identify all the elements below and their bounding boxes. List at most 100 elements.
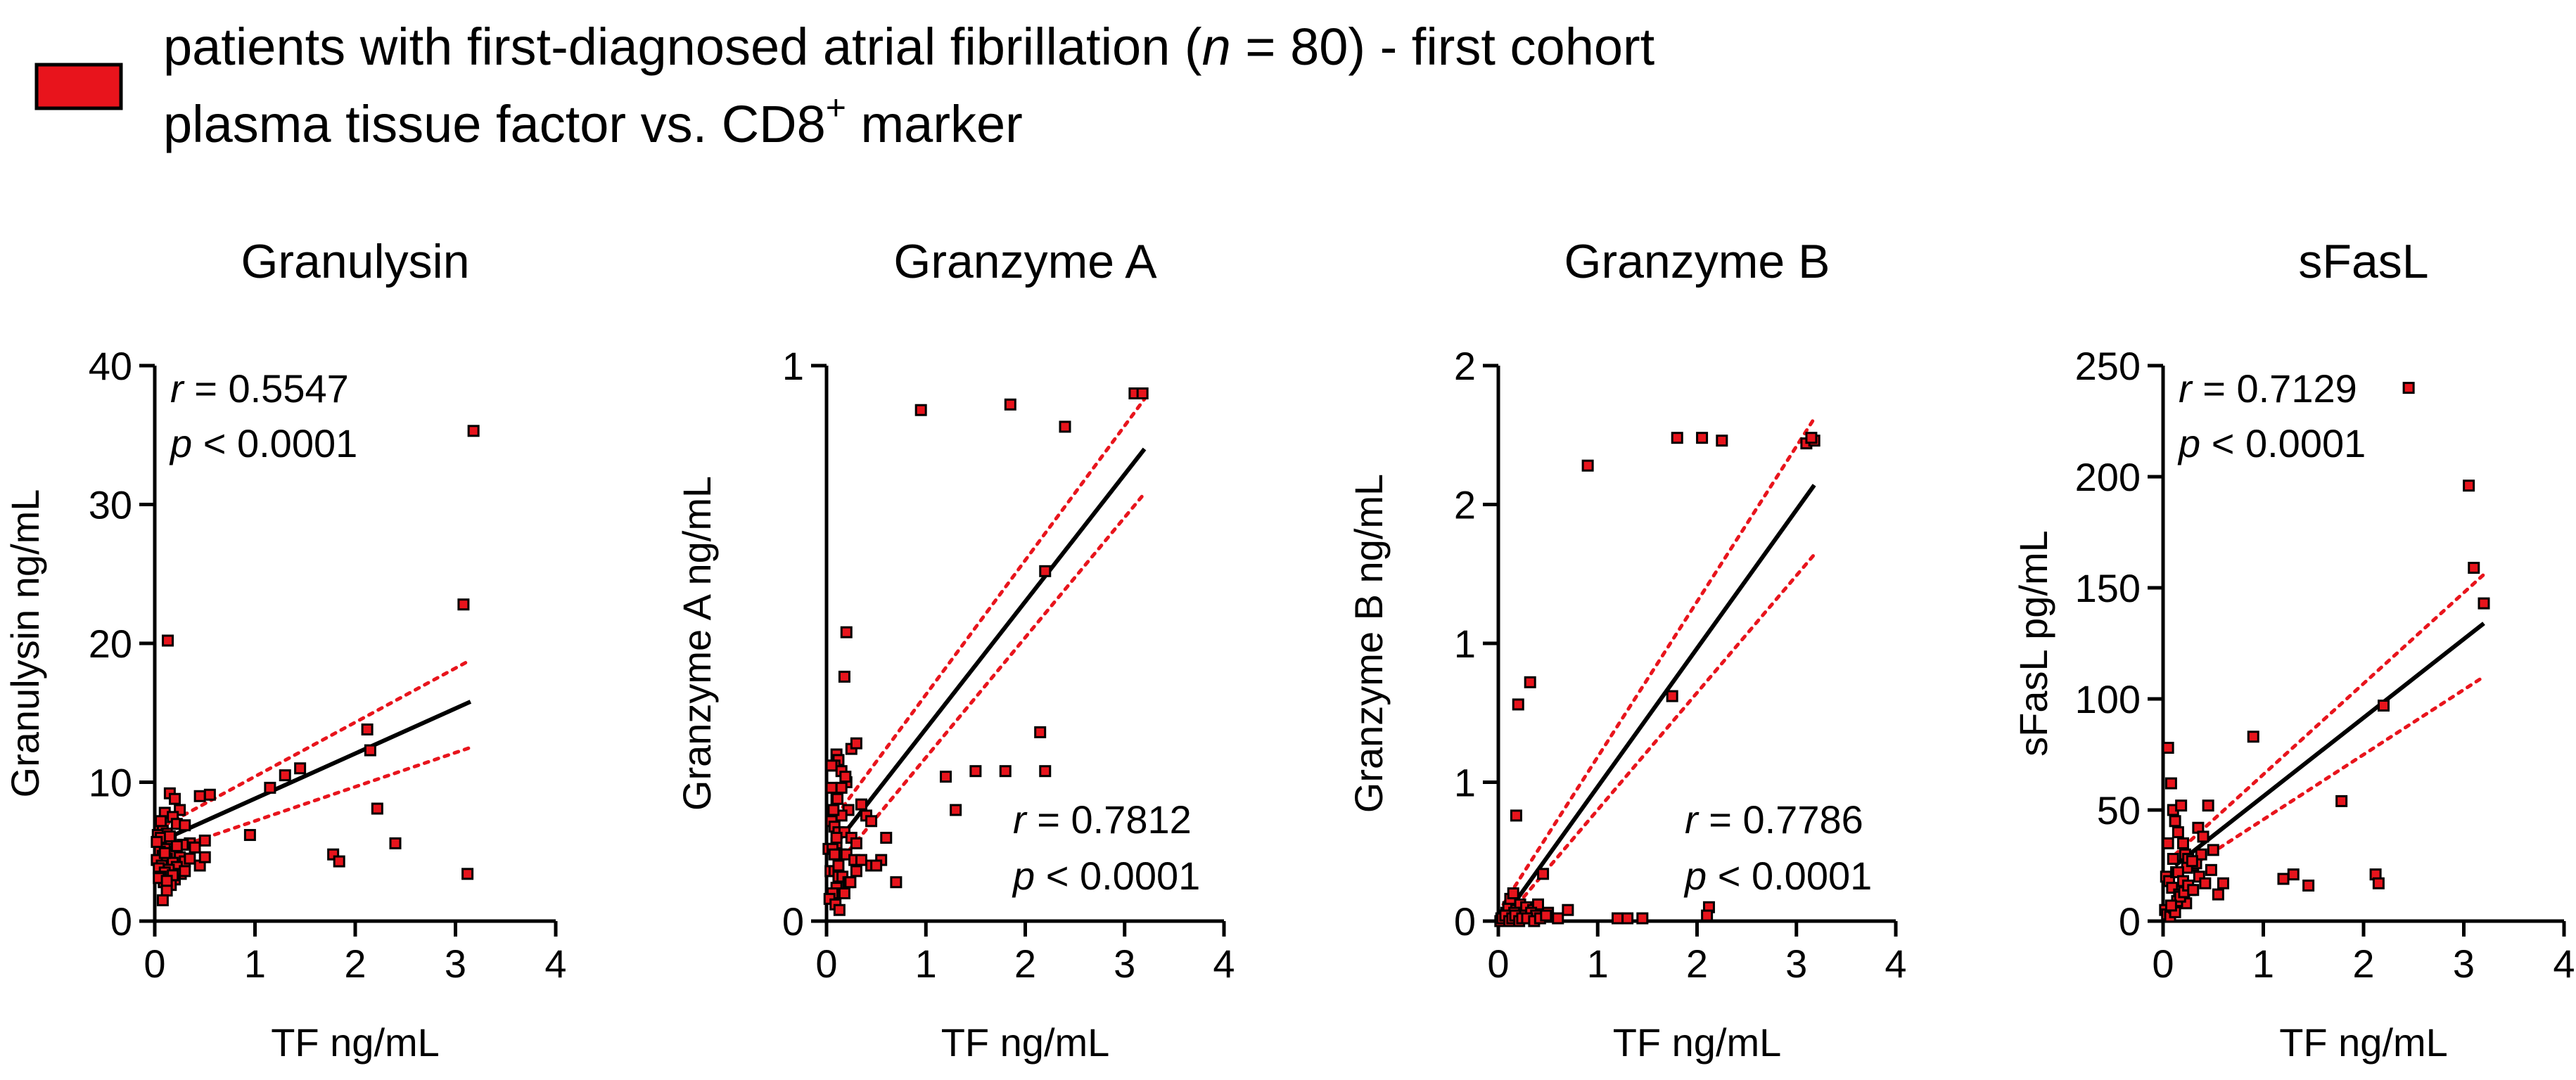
x-tick-label: 3 <box>1785 941 1807 986</box>
data-point <box>844 876 857 889</box>
stat-r-symbol: r <box>1013 797 1028 842</box>
legend-line-1-b: = 80) - first cohort <box>1231 18 1655 76</box>
y-tick-label: 0 <box>2119 899 2141 944</box>
data-point <box>850 737 862 750</box>
data-point <box>2172 826 2184 839</box>
data-point <box>1059 420 1071 433</box>
ci-upper-line <box>2173 572 2486 856</box>
data-point <box>830 832 843 844</box>
stat-p-value: < 0.0001 <box>1707 854 1872 898</box>
data-point <box>825 759 838 772</box>
x-tick-label: 2 <box>1014 941 1036 986</box>
ci-lines <box>162 658 473 854</box>
panel-title: Granulysin <box>241 235 469 288</box>
data-point <box>2187 884 2200 896</box>
data-point <box>839 771 852 783</box>
data-point <box>198 834 211 847</box>
panel-sfasl: sFasL 0 50 100 150 200 250 0 1 2 3 4 TF ng/mL sFas… <box>2011 235 2575 1065</box>
data-point <box>2217 877 2229 889</box>
stat-p-symbol: p <box>1683 854 1707 898</box>
data-point <box>1581 459 1594 472</box>
data-points <box>1494 432 1821 927</box>
data-point <box>2167 853 2179 866</box>
stat-r-value: = 0.7812 <box>1026 797 1192 842</box>
data-point <box>2247 731 2259 743</box>
stat-p-value: < 0.0001 <box>1035 854 1200 898</box>
data-point <box>1716 435 1728 447</box>
data-point <box>361 723 374 735</box>
data-point <box>193 790 206 802</box>
panel-title: Granzyme A <box>893 235 1157 288</box>
data-point <box>833 904 846 916</box>
data-point <box>835 781 848 794</box>
x-tick-label: 4 <box>544 941 566 986</box>
x-tick-label: 1 <box>1587 941 1609 986</box>
y-tick-label: 1 <box>1454 622 1476 666</box>
ci-upper-line <box>1501 416 1816 906</box>
data-point <box>2468 562 2480 574</box>
data-point <box>865 815 878 828</box>
data-point <box>162 634 174 647</box>
y-tick-label: 250 <box>2075 344 2141 388</box>
y-tick-label: 100 <box>2075 677 2141 721</box>
data-point <box>155 815 167 828</box>
data-point <box>832 859 845 872</box>
data-point <box>999 765 1012 778</box>
stat-r-value: = 0.5547 <box>184 366 349 411</box>
x-tick-label: 0 <box>144 941 165 986</box>
axes: 0 1 1 2 2 0 1 2 3 4 <box>1454 344 1907 986</box>
ci-lower-line <box>162 745 473 854</box>
stat-r-symbol: r <box>2179 366 2193 411</box>
data-point <box>371 802 383 815</box>
x-tick-label: 4 <box>2553 941 2575 986</box>
data-point <box>1671 432 1683 444</box>
data-point <box>151 835 163 848</box>
data-point <box>364 744 376 757</box>
data-points <box>822 387 1149 916</box>
y-axis-label: Granulysin ng/mL <box>3 489 47 798</box>
ci-lines <box>2173 572 2486 879</box>
panel-granzyme-a: Granzyme A 0 1 0 1 2 3 4 TF ng/mL Granzyme A n… <box>675 235 1235 1065</box>
fit-line <box>164 700 472 842</box>
data-point <box>914 404 927 416</box>
y-tick-label: 20 <box>89 622 132 666</box>
data-points <box>2159 382 2490 923</box>
data-point <box>333 855 345 868</box>
y-tick-label: 2 <box>1454 344 1476 388</box>
data-point <box>880 832 893 844</box>
legend-line-2: plasma tissue factor vs. CD8+ marker <box>163 88 1023 153</box>
data-point <box>2277 873 2290 885</box>
data-point <box>855 798 867 811</box>
stat-p: p < 0.0001 <box>1683 854 1872 898</box>
ci-lower-line <box>834 491 1147 868</box>
data-point <box>838 887 850 899</box>
data-point <box>2378 699 2390 712</box>
panel-granzyme-b: Granzyme B 0 1 1 2 2 0 1 2 3 4 TF ng/mL Granzyme … <box>1346 235 1907 1065</box>
data-point <box>855 854 867 866</box>
data-point <box>2205 863 2217 876</box>
data-point <box>457 598 470 611</box>
data-point <box>1562 904 1574 916</box>
x-tick-label: 2 <box>1686 941 1708 986</box>
stat-r: r = 0.7786 <box>1685 797 1863 842</box>
data-point <box>2287 868 2300 881</box>
data-point <box>2195 848 2207 861</box>
data-point <box>850 865 862 878</box>
data-point <box>850 837 862 849</box>
x-axis-label: TF ng/mL <box>941 1020 1110 1065</box>
y-tick-label: 50 <box>2097 788 2141 832</box>
data-point <box>203 788 216 801</box>
data-point <box>184 852 196 865</box>
stat-p: p < 0.0001 <box>1012 854 1200 898</box>
x-tick-label: 2 <box>344 941 366 986</box>
panel-granulysin: Granulysin 0 10 20 30 40 0 1 2 3 4 TF ng/mL Granu… <box>3 235 567 1065</box>
ci-lines <box>1501 416 1816 923</box>
data-point <box>163 830 176 843</box>
fit-line-group <box>2174 622 2485 868</box>
data-point <box>828 848 841 861</box>
data-point <box>179 865 191 878</box>
data-point <box>2197 830 2210 843</box>
data-point <box>1512 698 1524 711</box>
fit-line <box>1501 484 1816 920</box>
